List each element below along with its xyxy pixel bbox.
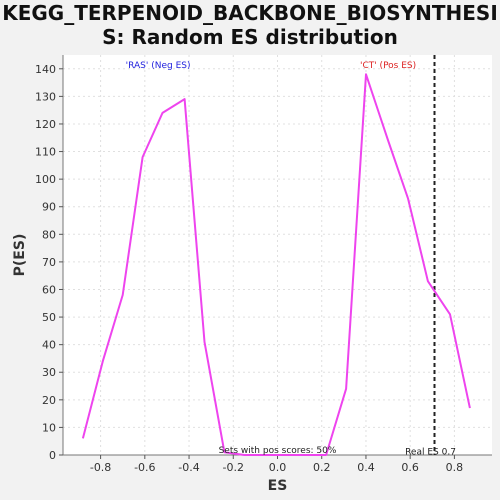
x-tick-label: -0.6 [134, 461, 155, 474]
y-tick-label: 140 [35, 63, 56, 76]
neg-es-label: 'RAS' (Neg ES) [126, 61, 191, 71]
series [81, 55, 471, 456]
x-tick-label: 0.2 [313, 461, 331, 474]
y-tick-label: 30 [42, 366, 56, 379]
chart-title-line-2: S: Random ES distribution [102, 25, 398, 49]
x-tick-label: -0.2 [223, 461, 244, 474]
y-tick-label: 20 [42, 394, 56, 407]
y-axis-label: P(ES) [12, 234, 28, 277]
y-tick-label: 100 [35, 173, 56, 186]
y-tick-label: 0 [49, 449, 56, 462]
x-tick-label: 0.8 [446, 461, 464, 474]
chart-title-line-1: KEGG_TERPENOID_BACKBONE_BIOSYNTHESI [2, 1, 498, 25]
x-tick-label: -0.4 [178, 461, 199, 474]
y-tick-label: 90 [42, 201, 56, 214]
pos-scores-label: Sets with pos scores: 50% [219, 446, 337, 456]
real-es-label: Real ES 0.7 [405, 448, 456, 458]
ticks: -0.8 -0.6 -0.4 -0.2 0.0 0.2 0.4 0.6 0.8 0 10 20 30 40… [35, 63, 463, 474]
annotations: 'RAS' (Neg ES) 'CT' (Pos ES) Sets with p… [126, 61, 456, 458]
y-tick-label: 40 [42, 339, 56, 352]
x-tick-label: 0.0 [269, 461, 287, 474]
y-tick-label: 120 [35, 118, 56, 131]
x-axis-label: ES [268, 478, 288, 494]
x-tick-label: 0.4 [357, 461, 375, 474]
x-tick-label: -0.8 [90, 461, 111, 474]
y-tick-label: 70 [42, 256, 56, 269]
y-tick-label: 130 [35, 90, 56, 103]
y-tick-label: 80 [42, 228, 56, 241]
y-tick-label: 50 [42, 311, 56, 324]
pos-es-label: 'CT' (Pos ES) [360, 61, 416, 71]
y-tick-label: 110 [35, 146, 56, 159]
x-tick-label: 0.6 [401, 461, 419, 474]
y-tick-label: 10 [42, 421, 56, 434]
es-distribution-line [81, 73, 471, 456]
y-tick-label: 60 [42, 283, 56, 296]
